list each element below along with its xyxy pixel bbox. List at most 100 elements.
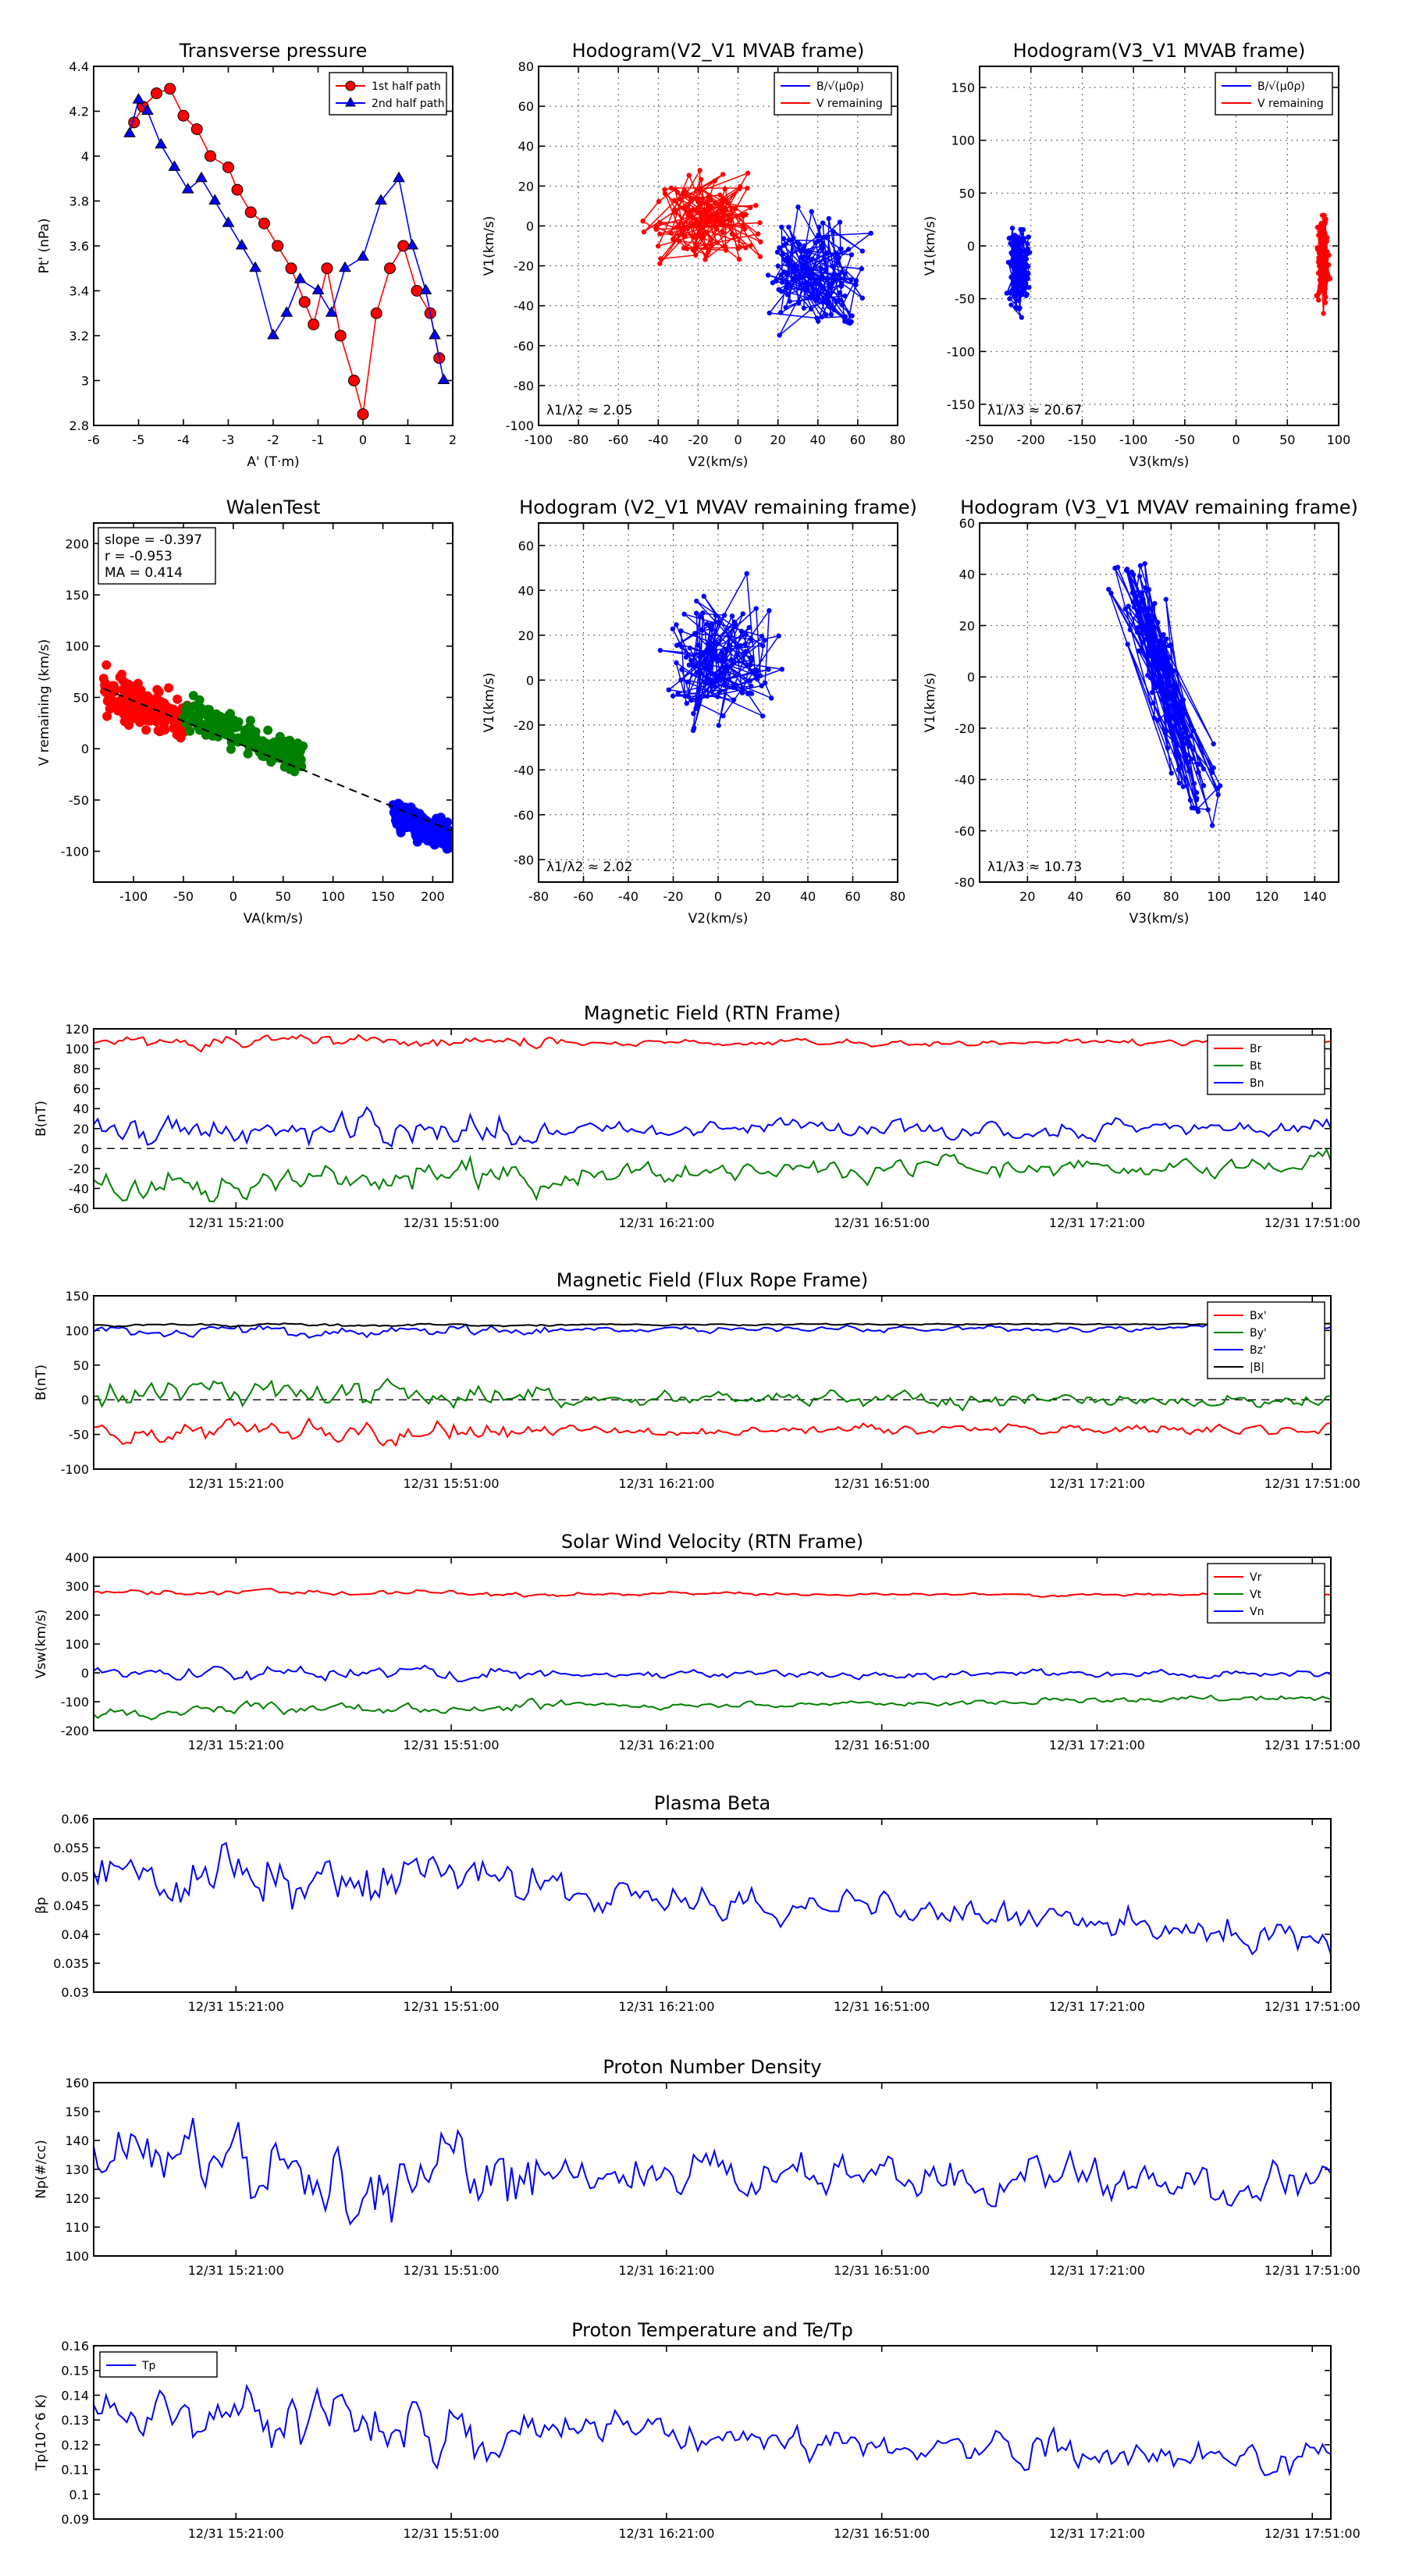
walen-point xyxy=(140,710,151,720)
x-axis-label: V3(km/s) xyxy=(1129,911,1190,927)
hodogram-point xyxy=(733,205,738,212)
hodogram-point xyxy=(666,687,672,692)
hodogram-point xyxy=(1181,741,1187,747)
y-tick-label: 0.06 xyxy=(61,1812,89,1827)
hodogram-point xyxy=(1215,792,1221,798)
hodogram-point xyxy=(700,232,706,238)
x-tick-label: 100 xyxy=(1327,432,1351,447)
chart-title: Plasma Beta xyxy=(654,1792,770,1814)
hodogram-point xyxy=(786,258,792,263)
hodogram-point xyxy=(739,690,745,696)
legend-label: Bz' xyxy=(1250,1344,1266,1357)
hodogram-point xyxy=(795,267,801,272)
hodogram-point xyxy=(699,196,706,201)
hodogram-point xyxy=(1211,741,1216,747)
y-tick-label: 140 xyxy=(65,2133,89,2148)
hodogram-point xyxy=(687,645,693,651)
x-tick-label: -6 xyxy=(87,432,100,447)
hodogram-point xyxy=(1148,653,1154,659)
x-tick-label: 40 xyxy=(1067,889,1083,904)
hodogram-point xyxy=(727,642,733,648)
hodogram-point xyxy=(713,639,718,645)
y-tick-label: 20 xyxy=(959,618,975,633)
hodogram-point xyxy=(765,272,771,278)
hodogram-point xyxy=(791,262,797,268)
series-Bz xyxy=(94,1322,1331,1339)
hodogram-point xyxy=(836,255,841,261)
hodogram-point xyxy=(1154,717,1161,723)
legend: 1st half path 2nd half path xyxy=(329,72,447,116)
hodogram-point xyxy=(707,207,713,212)
hodogram-point xyxy=(726,212,731,218)
hodogram-point xyxy=(714,240,720,246)
time-tick-label: 12/31 17:21:00 xyxy=(1049,1999,1145,2014)
hodogram-point xyxy=(1142,560,1147,567)
hodogram-point xyxy=(675,691,681,696)
hodogram-point xyxy=(1130,572,1136,578)
hodogram-point xyxy=(1134,629,1140,635)
y-tick-label: 200 xyxy=(65,536,89,551)
y-tick-label: 3 xyxy=(81,374,89,389)
hodogram-point xyxy=(709,621,714,628)
time-tick-label: 12/31 17:51:00 xyxy=(1264,2263,1361,2278)
chart-title: Hodogram(V2_V1 MVAB frame) xyxy=(572,40,865,62)
panel-ts_brtn: Magnetic Field (RTN Frame) -60 -40 -20 0 20 40… xyxy=(34,1002,1361,1230)
data-point xyxy=(231,183,244,196)
x-tick-label: 140 xyxy=(1303,889,1327,904)
y-tick-label: 0.16 xyxy=(61,2339,89,2354)
legend: B/√(μ0ρ) V remaining xyxy=(774,72,892,116)
hodogram-point xyxy=(697,655,703,660)
walen-point xyxy=(174,728,184,738)
data-point xyxy=(222,161,234,173)
plot-frame xyxy=(93,1295,1332,1470)
hodogram-point xyxy=(694,670,699,675)
walen-point xyxy=(102,711,112,721)
legend-label: Vr xyxy=(1250,1571,1262,1584)
hodogram-point xyxy=(748,205,753,211)
hodogram-point xyxy=(719,649,725,655)
legend-box xyxy=(329,72,447,116)
hodogram-point xyxy=(1195,809,1201,814)
hodogram-point xyxy=(740,611,745,617)
y-tick-label: 0 xyxy=(81,1666,89,1681)
hodogram-point xyxy=(738,628,745,634)
hodogram-point xyxy=(1016,298,1022,304)
hodogram-point xyxy=(1019,289,1026,294)
chart-title: WalenTest xyxy=(226,496,321,518)
x-tick-label: 2 xyxy=(449,432,457,447)
hodogram-point xyxy=(1020,226,1026,233)
hodogram-point xyxy=(781,236,787,241)
hodogram-point xyxy=(820,273,825,279)
y-tick-label: 4 xyxy=(81,149,89,164)
legend: B/√(μ0ρ) V remaining xyxy=(1215,72,1333,116)
y-tick-label: 60 xyxy=(518,99,534,114)
hodogram-point xyxy=(1006,235,1012,241)
y-axis-label: V1(km/s) xyxy=(482,216,497,276)
hodogram-point xyxy=(1321,290,1327,297)
data-point xyxy=(384,262,396,275)
series-B xyxy=(94,1322,1331,1328)
hodogram-point xyxy=(701,593,706,600)
walen-point xyxy=(412,837,422,847)
hodogram-point xyxy=(1152,637,1158,642)
eigen-ratio-annotation: λ1/λ2 ≈ 2.05 xyxy=(546,403,632,418)
x-tick-label: 80 xyxy=(890,889,905,904)
y-tick-label: 60 xyxy=(518,539,534,553)
hodogram-point xyxy=(1106,586,1112,592)
hodogram-point xyxy=(824,276,830,281)
hodogram-point xyxy=(715,619,721,625)
hodogram-point xyxy=(784,271,789,277)
panel-p_tp: Transverse pressure 2.8 3 3.2 3.4 3.6 3.8 4 4.2 4… xyxy=(37,40,457,470)
hodogram-point xyxy=(709,684,714,689)
hodogram-point xyxy=(1187,797,1193,803)
y-tick-label: 0.14 xyxy=(61,2388,89,2403)
y-tick-label: -40 xyxy=(69,1181,89,1196)
hodogram-point xyxy=(713,649,718,654)
hodogram-point xyxy=(1156,638,1162,644)
y-tick-label: 0.15 xyxy=(61,2364,89,2379)
hodogram-point xyxy=(1165,680,1170,685)
y-tick-label: -60 xyxy=(514,339,534,354)
hodogram-point xyxy=(1319,240,1325,247)
hodogram-point xyxy=(1188,733,1193,739)
hodogram-point xyxy=(1018,248,1023,254)
